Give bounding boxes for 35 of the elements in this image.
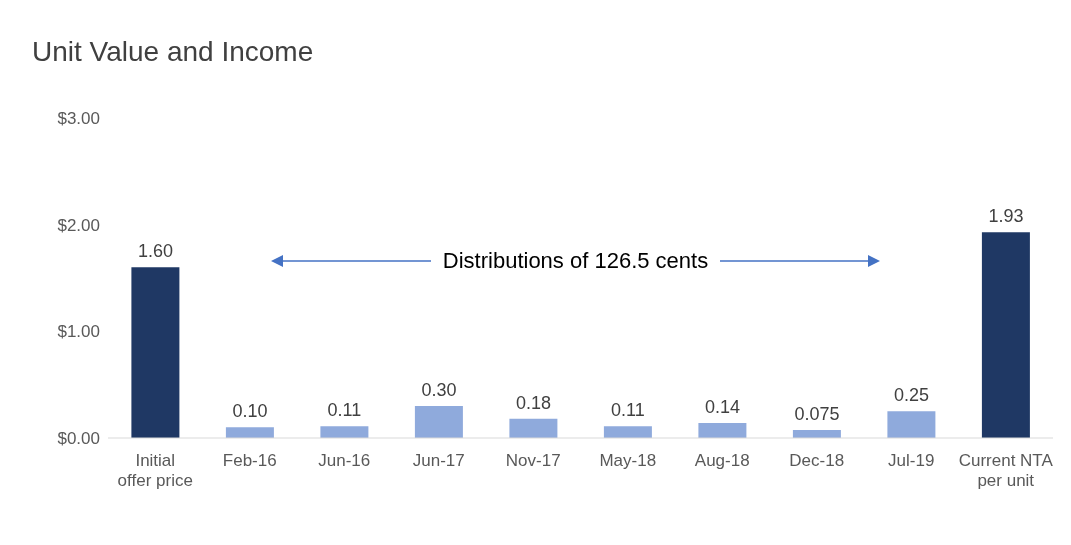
data-label: 0.30 [421, 380, 457, 400]
data-label: 0.11 [327, 400, 362, 421]
bar [603, 426, 652, 438]
x-tick-label: Jun-16 [318, 451, 371, 470]
bar [131, 267, 180, 438]
x-tick-label: Aug-18 [694, 451, 750, 470]
x-tick-label: Jul-19 [888, 451, 935, 470]
x-tick-label: Nov-17 [505, 451, 561, 470]
bar [887, 411, 936, 438]
chart-title: Unit Value and Income [32, 36, 314, 68]
y-tick-label: $1.00 [57, 322, 100, 342]
bar [414, 406, 463, 438]
data-label: 0.25 [893, 385, 929, 406]
bar [698, 423, 747, 438]
bar [225, 427, 274, 438]
data-label: 0.10 [232, 401, 268, 422]
x-tick-label: Dec-18 [789, 451, 845, 470]
data-label: 0.11 [611, 400, 645, 421]
data-label: 0.075 [794, 404, 840, 424]
data-label: 0.18 [515, 392, 551, 413]
bar [320, 426, 369, 438]
y-tick-label: $2.00 [57, 215, 100, 235]
x-tick-label: Current NTA per unit [958, 451, 1054, 490]
x-tick-label: Initial offer price [117, 451, 193, 490]
bar [509, 418, 558, 438]
x-tick-label: May-18 [599, 451, 657, 470]
y-tick-label: $0.00 [57, 429, 100, 449]
y-tick-label: $3.00 [57, 109, 100, 129]
data-label: 0.14 [704, 397, 740, 418]
x-tick-label: Feb-16 [222, 451, 277, 470]
data-label: 1.93 [988, 206, 1024, 227]
x-tick-label: Jun-17 [412, 451, 465, 470]
bar [981, 232, 1030, 438]
annotation: Distributions of 126.5 cents [442, 248, 709, 274]
data-label: 1.60 [137, 241, 173, 262]
